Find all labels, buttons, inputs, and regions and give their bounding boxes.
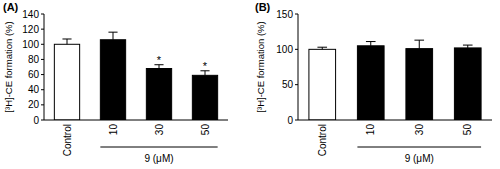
y-tick-label: 50 bbox=[282, 79, 294, 90]
error-bar bbox=[414, 40, 424, 48]
bar bbox=[357, 46, 384, 120]
bar bbox=[192, 75, 217, 120]
y-tick-label: 140 bbox=[22, 9, 39, 20]
error-bar bbox=[317, 47, 327, 49]
y-axis bbox=[298, 14, 299, 120]
y-tick bbox=[41, 44, 44, 45]
error-cap bbox=[414, 40, 424, 41]
y-tick bbox=[41, 74, 44, 75]
error-bar bbox=[62, 39, 71, 44]
x-tick-label: 10 bbox=[365, 124, 376, 136]
bars bbox=[309, 40, 481, 120]
panel-label: (A) bbox=[3, 1, 19, 13]
x-tick-label: 30 bbox=[414, 124, 425, 136]
error-cap bbox=[317, 47, 327, 48]
x-tick-label: Control bbox=[62, 124, 73, 156]
error-cap bbox=[62, 38, 71, 39]
bar bbox=[454, 48, 481, 120]
error-bar bbox=[463, 45, 473, 48]
bars bbox=[54, 32, 217, 120]
y-tick-label: 0 bbox=[33, 115, 39, 126]
y-tick-label: 120 bbox=[22, 24, 39, 35]
significance-mark: * bbox=[203, 60, 208, 72]
y-axis bbox=[44, 14, 45, 120]
bar bbox=[309, 49, 336, 120]
x-tick-label: 50 bbox=[462, 124, 473, 136]
y-tick bbox=[41, 59, 44, 60]
group-bracket bbox=[357, 147, 481, 148]
x-axis bbox=[44, 120, 228, 121]
x-tick-label: 10 bbox=[108, 124, 119, 136]
bar bbox=[54, 44, 79, 120]
y-tick bbox=[41, 29, 44, 30]
y-tick-label: 20 bbox=[28, 99, 40, 110]
error-stem bbox=[370, 42, 371, 46]
panel: (B) [³H]-CE formation (%) 0 50 100 150 Control… bbox=[255, 1, 492, 164]
y-tick-label: 60 bbox=[28, 69, 40, 80]
y-tick bbox=[41, 104, 44, 105]
x-axis-label: 9 (μM) bbox=[405, 153, 434, 164]
y-tick bbox=[295, 84, 298, 85]
bar bbox=[100, 40, 125, 120]
y-tick-label: 40 bbox=[28, 84, 40, 95]
group-bracket bbox=[100, 147, 217, 148]
y-tick bbox=[295, 14, 298, 15]
bar bbox=[406, 49, 433, 120]
y-tick bbox=[41, 120, 44, 121]
error-stem bbox=[419, 40, 420, 48]
error-cap bbox=[108, 32, 117, 33]
x-tick-label: Control bbox=[317, 124, 328, 156]
error-bar bbox=[108, 32, 117, 40]
y-tick bbox=[41, 89, 44, 90]
y-tick bbox=[295, 49, 298, 50]
y-tick-label: 80 bbox=[28, 54, 40, 65]
y-tick-label: 150 bbox=[276, 9, 293, 20]
x-tick-label: 50 bbox=[200, 124, 211, 136]
error-bar bbox=[366, 42, 376, 46]
error-cap bbox=[463, 45, 473, 46]
x-axis-label: 9 (μM) bbox=[144, 153, 173, 164]
x-tick-label: 30 bbox=[154, 124, 165, 136]
y-tick bbox=[295, 120, 298, 121]
panel-label: (B) bbox=[255, 1, 271, 13]
x-axis bbox=[298, 120, 492, 121]
error-cap bbox=[366, 41, 376, 42]
y-tick-label: 0 bbox=[287, 115, 293, 126]
y-tick-label: 100 bbox=[276, 44, 293, 55]
error-stem bbox=[67, 39, 68, 44]
panel: (A) [³H]-CE formation (%) 0 20 40 60 80 100 120 1… bbox=[3, 1, 228, 164]
significance-mark: * bbox=[157, 54, 162, 66]
figure: (A)[³H]-CE formation (%)0204060801001201… bbox=[0, 0, 500, 169]
y-tick bbox=[41, 14, 44, 15]
error-stem bbox=[113, 32, 114, 40]
bar bbox=[146, 69, 171, 120]
y-axis-label: [³H]-CE formation (%) bbox=[3, 21, 14, 112]
y-tick-label: 100 bbox=[22, 39, 39, 50]
y-axis-label: [³H]-CE formation (%) bbox=[255, 21, 266, 112]
